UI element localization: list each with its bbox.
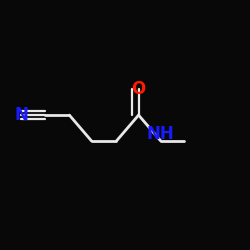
Text: N: N [14, 106, 28, 124]
Text: O: O [132, 80, 146, 98]
Text: NH: NH [147, 125, 175, 143]
